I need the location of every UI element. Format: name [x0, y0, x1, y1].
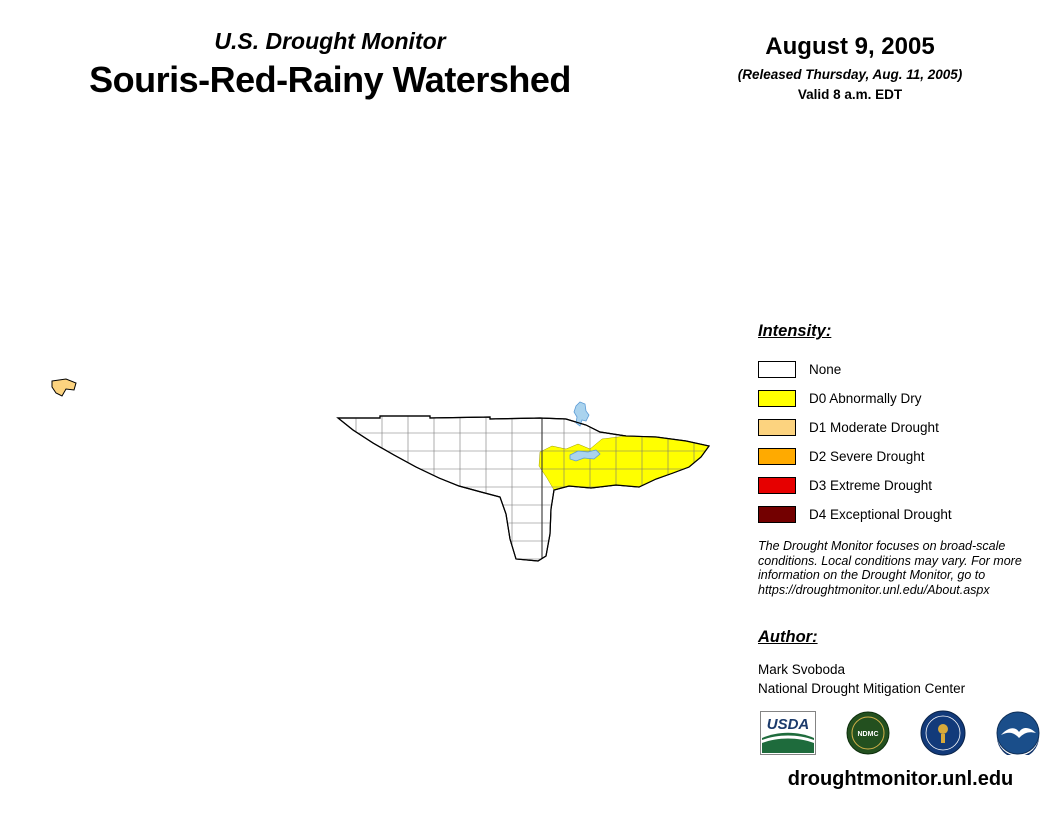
legend-swatch-d2 [758, 448, 796, 465]
noaa-logo [996, 711, 1040, 755]
legend-title: Intensity: [758, 322, 832, 340]
drought-map [30, 375, 740, 575]
ndmc-logo-text: NDMC [858, 731, 879, 738]
ndmc-logo: NDMC [846, 711, 890, 755]
legend-label-d1: D1 Moderate Drought [809, 420, 939, 435]
author-section: Author: Mark Svoboda National Drought Mi… [758, 628, 1048, 698]
d1-fragment-region [51, 378, 77, 397]
legend-item-none: None [758, 355, 1048, 384]
watershed-map-svg [51, 378, 711, 562]
legend-swatch-none [758, 361, 796, 378]
legend-swatch-d4 [758, 506, 796, 523]
legend-item-d3: D3 Extreme Drought [758, 471, 1048, 500]
legend-item-d4: D4 Exceptional Drought [758, 500, 1048, 529]
intensity-legend: Intensity: None D0 Abnormally Dry D1 Mod… [758, 322, 1048, 529]
legend-item-d0: D0 Abnormally Dry [758, 384, 1048, 413]
map-date: August 9, 2005 [765, 33, 935, 60]
legend-swatch-d1 [758, 419, 796, 436]
legend-label-d4: D4 Exceptional Drought [809, 507, 952, 522]
disclaimer-text: The Drought Monitor focuses on broad-sca… [758, 539, 1022, 597]
valid-time: Valid 8 a.m. EDT [797, 87, 903, 102]
author-name: Mark Svoboda [758, 662, 846, 677]
header-titles: U.S. Drought Monitor Souris-Red-Rainy Wa… [35, 28, 625, 101]
legend-swatch-d3 [758, 477, 796, 494]
website-url: droughtmonitor.unl.edu [787, 768, 1014, 790]
department-of-commerce-logo [920, 710, 966, 756]
legend-label-d2: D2 Severe Drought [809, 449, 925, 464]
legend-label-none: None [809, 362, 842, 377]
legend-item-d1: D1 Moderate Drought [758, 413, 1048, 442]
legend-label-d3: D3 Extreme Drought [809, 478, 933, 493]
author-organization: National Drought Mitigation Center [758, 681, 966, 696]
water-body-central [569, 449, 601, 462]
legend-swatch-d0 [758, 390, 796, 407]
watershed-outline [336, 415, 711, 562]
header-dates: August 9, 2005 (Released Thursday, Aug. … [705, 33, 995, 102]
page-title: Souris-Red-Rainy Watershed [89, 59, 571, 100]
usda-logo: USDA [760, 711, 816, 755]
author-heading: Author: [758, 628, 818, 646]
legend-item-d2: D2 Severe Drought [758, 442, 1048, 471]
report-title: U.S. Drought Monitor [214, 28, 446, 54]
usda-logo-text: USDA [767, 716, 810, 733]
legend-label-d0: D0 Abnormally Dry [809, 391, 922, 406]
released-date: (Released Thursday, Aug. 11, 2005) [737, 67, 963, 82]
agency-logos: USDA NDMC [760, 708, 1040, 758]
